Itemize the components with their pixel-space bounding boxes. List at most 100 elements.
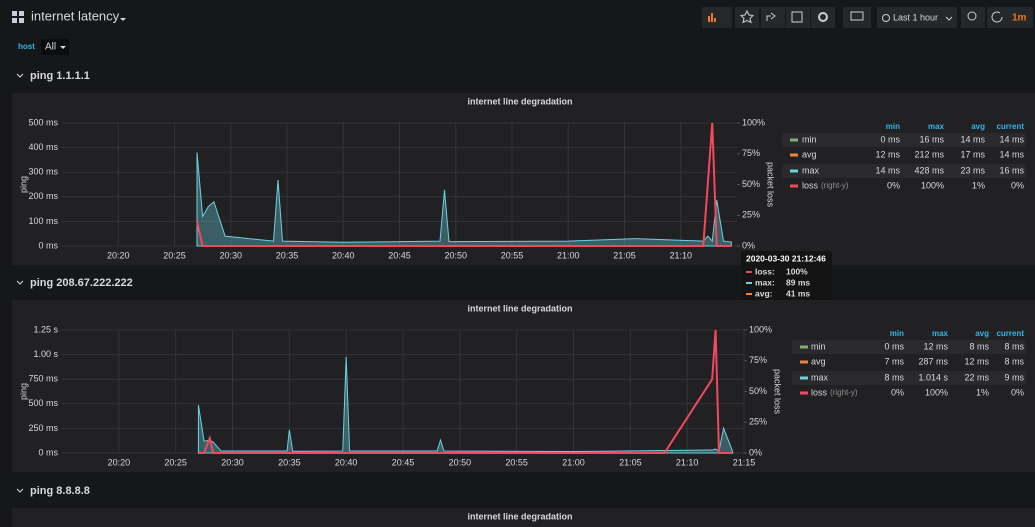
legend-row-bg	[792, 371, 1026, 385]
legend-value: 12 ms	[923, 341, 948, 351]
variable-value[interactable]: All	[45, 42, 56, 53]
x-tick-label: 20:45	[392, 457, 415, 467]
row-title[interactable]: ping 208.67.222.222	[30, 277, 133, 289]
y-tick-label: 0 ms	[38, 240, 58, 250]
toolbar	[702, 7, 1033, 28]
y2-tick-label: 0%	[742, 240, 755, 250]
time-range[interactable]: Last 1 hour	[893, 12, 938, 22]
icon-cell	[19, 11, 24, 16]
y-axis-label: ping	[18, 176, 28, 193]
legend-value: 14 ms	[999, 134, 1024, 144]
legend-row-bg	[782, 164, 1026, 178]
row-title[interactable]: ping 1.1.1.1	[30, 70, 90, 82]
icon	[791, 11, 803, 23]
legend-value: 22 ms	[964, 372, 989, 382]
legend-name[interactable]: avg	[811, 356, 826, 366]
legend-value: 0%	[1011, 180, 1024, 190]
panel-title[interactable]: internet line degradation	[467, 96, 572, 106]
legend-value: 100%	[921, 180, 944, 190]
legend-note: (right-y)	[821, 181, 849, 190]
legend-value: 0%	[891, 387, 904, 397]
legend-value: 8 ms	[1004, 356, 1024, 366]
legend-value: 23 ms	[960, 165, 985, 175]
y-tick-label: 250 ms	[28, 423, 58, 433]
row-chevron[interactable]	[16, 488, 24, 493]
tv-button[interactable]	[843, 7, 871, 28]
legend-column-header[interactable]: avg	[971, 122, 985, 131]
y-tick-label: 200 ms	[28, 191, 58, 201]
star-button[interactable]	[735, 7, 759, 28]
panel-title[interactable]: internet line degradation	[467, 511, 572, 521]
add-panel-button[interactable]	[702, 7, 732, 28]
refresh-interval[interactable]: 1m	[1012, 13, 1027, 24]
legend-name[interactable]: loss	[802, 180, 819, 190]
tooltip-value: 89 ms	[786, 277, 810, 287]
legend-value: 1%	[976, 387, 989, 397]
save-button[interactable]	[786, 7, 810, 28]
x-tick-label: 20:40	[332, 250, 355, 260]
dashboard-title[interactable]: internet latency	[31, 8, 120, 23]
legend-name[interactable]: min	[811, 341, 826, 351]
icon	[766, 12, 776, 21]
settings-button[interactable]	[811, 7, 835, 28]
x-tick-label: 20:45	[388, 250, 411, 260]
tooltip-name: max:	[755, 277, 775, 287]
legend-name[interactable]: avg	[802, 149, 817, 159]
zoom-button[interactable]	[961, 7, 985, 28]
row-title[interactable]: ping 8.8.8.8	[30, 485, 90, 497]
legend-column-header[interactable]: max	[932, 329, 949, 338]
y-tick-label: 750 ms	[28, 374, 58, 384]
x-tick-label: 20:35	[276, 250, 299, 260]
legend-value: 16 ms	[919, 134, 944, 144]
legend-value: 0%	[1011, 387, 1024, 397]
y2-tick-label: 100%	[749, 324, 772, 334]
y2-tick-label: 50%	[742, 179, 760, 189]
y-tick-label: 500 ms	[28, 117, 58, 127]
variable-select[interactable]	[41, 39, 69, 55]
y-tick-label: 400 ms	[28, 142, 58, 152]
icon	[882, 14, 890, 22]
legend-value: 1%	[972, 180, 985, 190]
legend-column-header[interactable]: min	[890, 329, 904, 338]
legend-column-header[interactable]: current	[996, 329, 1024, 338]
legend-value: 14 ms	[999, 149, 1024, 159]
legend-column-header[interactable]: min	[886, 122, 900, 131]
legend-row-bg	[792, 340, 1026, 354]
legend-value: 7 ms	[884, 356, 904, 366]
legend-value: 287 ms	[918, 356, 948, 366]
series-area	[196, 152, 732, 247]
legend-column-header[interactable]: avg	[975, 329, 989, 338]
legend-name[interactable]: max	[811, 372, 829, 382]
legend-value: 8 ms	[969, 341, 989, 351]
row-chevron[interactable]	[16, 73, 24, 78]
legend-column-header[interactable]: max	[928, 122, 945, 131]
icon	[850, 11, 864, 21]
dashboard-icon[interactable]	[12, 11, 24, 23]
row-chevron[interactable]	[16, 280, 24, 285]
panel	[12, 93, 1035, 265]
legend-column-header[interactable]: current	[996, 122, 1024, 131]
y2-tick-label: 0%	[749, 447, 762, 457]
legend-name[interactable]: max	[802, 165, 820, 175]
x-tick-label: 20:40	[335, 457, 358, 467]
x-tick-label: 20:55	[501, 250, 524, 260]
x-tick-label: 20:35	[278, 457, 301, 467]
x-tick-label: 21:05	[613, 250, 636, 260]
legend-value: 1.014 s	[918, 372, 948, 382]
panel-title[interactable]: internet line degradation	[467, 303, 572, 313]
y-tick-label: 100 ms	[28, 216, 58, 226]
y-tick-label: 1.00 s	[33, 349, 58, 359]
tooltip-time: 2020-03-30 21:12:46	[746, 253, 826, 263]
tooltip-name: loss:	[755, 266, 775, 276]
tooltip-value: 100%	[786, 266, 808, 276]
legend-name[interactable]: loss	[811, 387, 828, 397]
y2-tick-label: 75%	[742, 148, 760, 158]
caret	[60, 46, 66, 49]
time-picker[interactable]	[877, 7, 957, 28]
y2-axis-label: packet loss	[766, 162, 776, 208]
icon-cell	[12, 11, 17, 16]
legend-name[interactable]: min	[802, 134, 817, 144]
x-tick-label: 20:50	[444, 250, 467, 260]
icon	[818, 12, 828, 22]
